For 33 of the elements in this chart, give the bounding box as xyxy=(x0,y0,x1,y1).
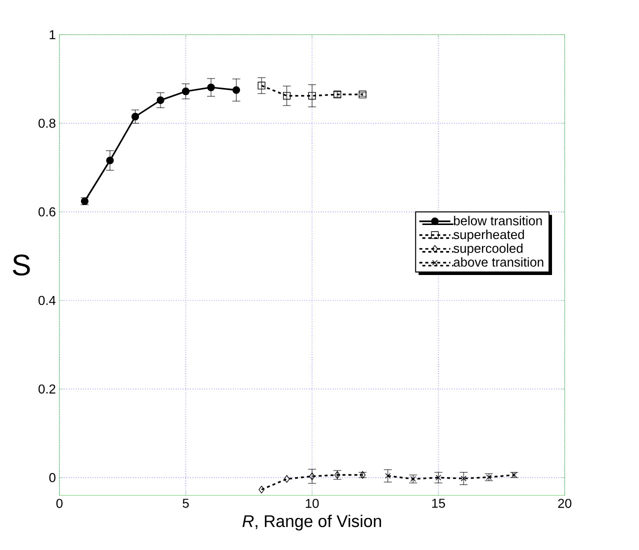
y-tick-label: 0 xyxy=(49,473,56,482)
point xyxy=(460,476,466,482)
point xyxy=(282,92,291,100)
x-tick-label: 15 xyxy=(432,498,445,508)
point xyxy=(309,472,316,480)
point xyxy=(131,112,140,121)
legend-label: superheated xyxy=(454,230,524,242)
point xyxy=(232,86,240,94)
point xyxy=(385,473,391,479)
point xyxy=(436,474,442,481)
point xyxy=(106,156,114,164)
y-tick-label: 0.8 xyxy=(38,118,56,128)
y-tick-label: 0.4 xyxy=(38,296,56,306)
x-tick-label: 0 xyxy=(56,498,63,508)
y-axis-title: S xyxy=(12,254,30,276)
x-tick-label: 20 xyxy=(558,498,572,508)
point xyxy=(156,96,164,104)
point xyxy=(358,90,366,98)
y-tick-label: 1 xyxy=(50,30,56,40)
point xyxy=(207,84,215,92)
legend-label: above transition xyxy=(454,257,544,267)
point xyxy=(182,88,190,96)
point xyxy=(284,475,290,483)
point xyxy=(258,486,264,494)
y-tick-label: 0.2 xyxy=(38,384,56,394)
point xyxy=(308,92,316,100)
point xyxy=(258,82,266,90)
x-tick-label: 5 xyxy=(182,498,189,508)
x-axis-title: R, Range of Vision xyxy=(242,514,382,531)
legend-label: supercooled xyxy=(454,244,522,256)
y-tick-label: 0.6 xyxy=(38,207,56,216)
x-tick-label: 10 xyxy=(306,498,319,508)
legend-label: below transition xyxy=(454,216,542,226)
